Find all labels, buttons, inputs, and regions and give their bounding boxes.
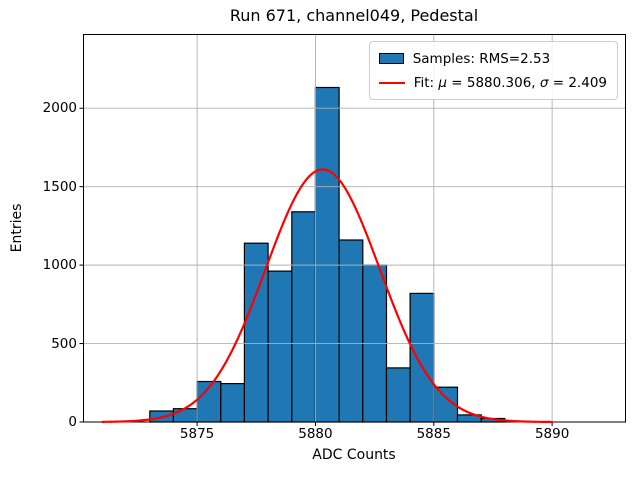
legend: Samples: RMS=2.53 Fit: μ = 5880.306, σ =… [368, 41, 618, 100]
x-tick-label: 5885 [416, 426, 451, 442]
x-tick-label: 5875 [179, 426, 215, 442]
legend-samples-swatch [378, 53, 404, 64]
y-tick-label: 1000 [42, 257, 77, 274]
legend-fit-mu-symbol: μ [438, 74, 447, 91]
x-axis-label: ADC Counts [312, 447, 396, 463]
legend-fit-sigma-symbol: σ [539, 74, 549, 91]
axes-box [83, 34, 626, 423]
y-axis-label: Entries [9, 203, 25, 253]
gaussian-fit-curve [101, 168, 554, 424]
histogram-bar [409, 292, 435, 423]
legend-fit-line-swatch [378, 81, 405, 84]
x-tick-label: 5890 [534, 426, 570, 442]
y-tick-label: 1500 [42, 178, 77, 195]
legend-fit-label: Fit: μ = 5880.306, σ = 2.409 [414, 75, 607, 91]
histogram-bar [314, 86, 340, 423]
chart-title: Run 671, channel049, Pedestal [229, 6, 479, 25]
histogram-bar [220, 383, 246, 423]
histogram-bar [385, 367, 411, 423]
y-tick-label: 0 [68, 414, 77, 430]
x-tick-label: 5880 [298, 426, 333, 442]
y-tick-label: 500 [51, 335, 77, 352]
y-tick-label: 2000 [42, 100, 77, 117]
histogram-bar [172, 408, 198, 423]
histogram-bar [267, 270, 293, 423]
histogram-bar [291, 211, 317, 423]
legend-fit-prefix: Fit: [413, 74, 439, 91]
legend-fit-mu-value: = 5880.306, [446, 74, 540, 91]
histogram-bar [338, 239, 364, 423]
legend-entry-fit: Fit: μ = 5880.306, σ = 2.409 [378, 73, 607, 92]
legend-entry-samples: Samples: RMS=2.53 [378, 49, 607, 68]
legend-samples-label: Samples: RMS=2.53 [412, 50, 551, 67]
legend-fit-sigma-value: = 2.409 [548, 74, 607, 91]
